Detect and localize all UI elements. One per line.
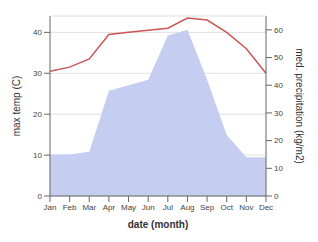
- svg-text:med. precipitation (kg/m2): med. precipitation (kg/m2): [294, 48, 305, 164]
- svg-text:Mar: Mar: [82, 203, 96, 212]
- svg-text:Jan: Jan: [44, 203, 57, 212]
- svg-text:10: 10: [274, 164, 283, 173]
- svg-text:Jul: Jul: [163, 203, 173, 212]
- svg-text:10: 10: [33, 151, 42, 160]
- svg-text:Nov: Nov: [239, 203, 253, 212]
- svg-text:30: 30: [274, 109, 283, 118]
- svg-text:May: May: [121, 203, 136, 212]
- svg-text:Sep: Sep: [200, 203, 215, 212]
- svg-text:max temp (C): max temp (C): [11, 76, 22, 137]
- svg-text:Apr: Apr: [103, 203, 116, 212]
- svg-text:20: 20: [33, 110, 42, 119]
- svg-text:Aug: Aug: [180, 203, 194, 212]
- svg-text:Dec: Dec: [259, 203, 273, 212]
- svg-text:50: 50: [274, 53, 283, 62]
- svg-text:0: 0: [274, 192, 279, 201]
- svg-text:Jun: Jun: [142, 203, 155, 212]
- svg-text:40: 40: [274, 81, 283, 90]
- svg-text:date (month): date (month): [128, 219, 189, 230]
- svg-text:20: 20: [274, 136, 283, 145]
- svg-text:Feb: Feb: [63, 203, 77, 212]
- svg-text:40: 40: [33, 28, 42, 37]
- svg-text:Oct: Oct: [221, 203, 234, 212]
- svg-text:60: 60: [274, 26, 283, 35]
- svg-text:30: 30: [33, 69, 42, 78]
- svg-text:0: 0: [38, 192, 43, 201]
